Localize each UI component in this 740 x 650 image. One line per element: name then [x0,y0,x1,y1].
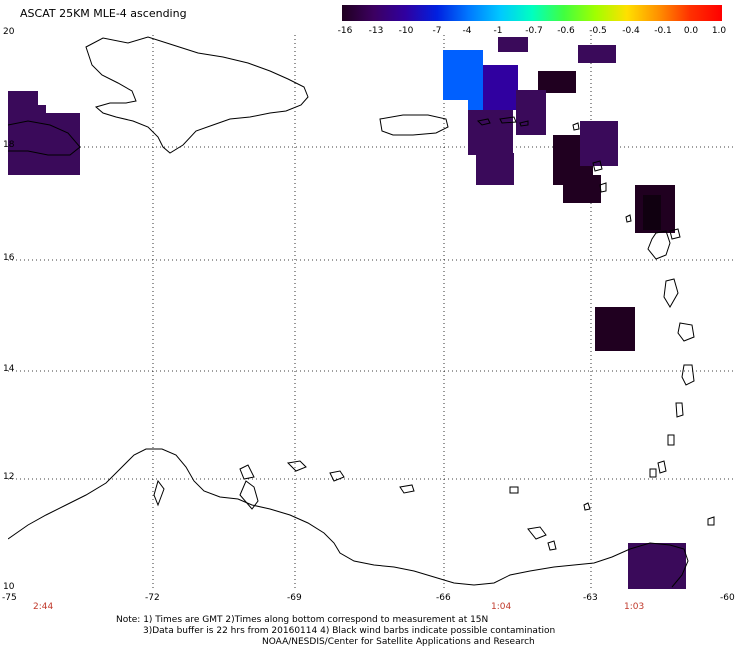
map-title: ASCAT 25KM MLE-4 ascending [20,7,187,20]
time-label: 1:03 [624,602,645,612]
note-line: 3)Data buffer is 22 hrs from 20160114 4)… [143,626,556,636]
time-label: 2:44 [33,602,54,612]
colorbar-label: -0.1 [654,26,672,36]
y-tick-label: 12 [3,472,15,482]
colorbar-labels: -16 -13 -10 -7 -4 -1 -0.7 -0.6 -0.5 -0.4… [330,26,740,38]
x-tick-label: -72 [145,593,160,603]
colorbar-label: -0.6 [557,26,575,36]
colorbar-label: 0.0 [683,26,699,36]
x-tick-label: -60 [720,593,735,603]
coastlines [8,36,715,588]
map-frame [8,35,736,589]
time-label: 1:04 [491,602,512,612]
colorbar-label: -4 [462,26,472,36]
colorbar-label: -16 [337,26,353,36]
colorbar-label: -10 [398,26,414,36]
x-tick-label: -69 [287,593,302,603]
colorbar-label: -0.7 [525,26,543,36]
y-tick-label: 16 [3,253,15,263]
x-tick-label: -75 [2,593,17,603]
colorbar-gradient [342,5,722,21]
y-tick-label: 10 [3,582,15,592]
x-tick-label: -63 [583,593,598,603]
y-tick-label: 14 [3,364,15,374]
y-tick-label: 18 [3,140,15,150]
colorbar-label: -0.5 [589,26,607,36]
colorbar-label: -13 [368,26,384,36]
colorbar-label: -1 [493,26,503,36]
note-line: NOAA/NESDIS/Center for Satellite Applica… [262,637,535,647]
x-tick-label: -66 [436,593,451,603]
colorbar [342,5,722,21]
note-line: Note: 1) Times are GMT 2)Times along bot… [116,615,489,625]
colorbar-label: -7 [432,26,442,36]
y-tick-label: 20 [3,27,15,37]
colorbar-label: -0.4 [622,26,640,36]
colorbar-label: 1.0 [711,26,727,36]
